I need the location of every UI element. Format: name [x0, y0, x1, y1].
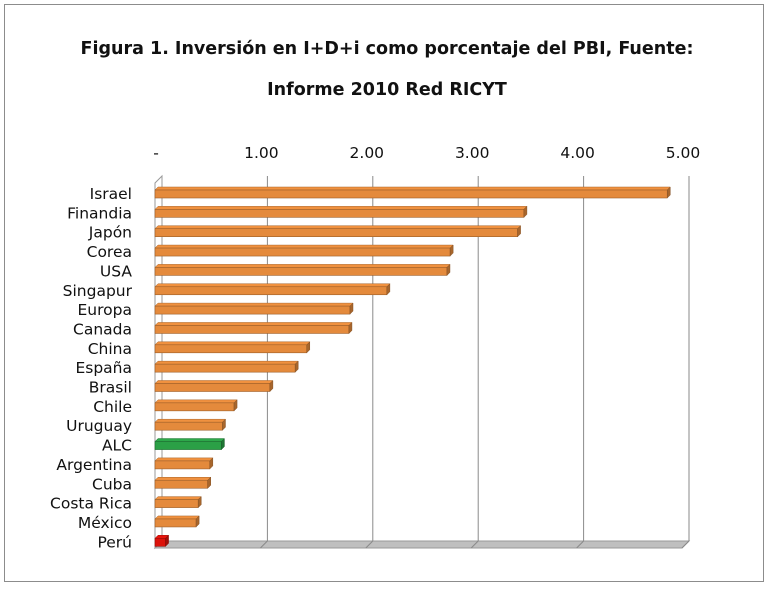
category-label: México — [78, 514, 132, 532]
bar — [154, 225, 522, 238]
category-label: Cuba — [92, 475, 132, 493]
category-label: ALC — [102, 437, 132, 455]
chart-title: Figura 1. Inversión en I+D+i como porcen… — [80, 39, 694, 59]
gridline-floor — [470, 540, 479, 549]
x-tick-label: 4.00 — [560, 144, 595, 162]
bars — [154, 186, 671, 547]
bar — [154, 205, 528, 218]
category-label: Singapur — [63, 282, 133, 300]
gridline-floor — [576, 540, 584, 549]
bar — [154, 418, 227, 431]
category-label: Argentina — [56, 456, 132, 474]
x-tick-label: 5.00 — [666, 144, 701, 162]
category-label: USA — [100, 262, 132, 280]
bar — [154, 186, 671, 199]
bar — [154, 437, 226, 451]
category-label: Japón — [88, 224, 132, 242]
category-label: Uruguay — [66, 417, 132, 435]
category-label: Corea — [87, 243, 132, 261]
gridline-floor — [260, 540, 268, 549]
bar — [154, 495, 202, 509]
category-label: Brasil — [89, 379, 132, 397]
category-label: Europa — [78, 301, 132, 319]
category-label: España — [75, 359, 132, 377]
x-tick-label: 1.00 — [244, 144, 279, 162]
x-tick-labels: - 1.00 2.00 3.00 4.00 5.00 — [153, 144, 700, 162]
category-label: Finandia — [67, 204, 132, 222]
gridline-floor — [365, 540, 374, 549]
bar — [154, 321, 353, 335]
bar — [154, 534, 170, 547]
bar — [154, 341, 311, 354]
category-label: Chile — [93, 398, 132, 416]
bar — [154, 263, 451, 277]
x-tick-label: 2.00 — [350, 144, 385, 162]
bar — [154, 515, 200, 528]
category-label: Israel — [90, 185, 132, 203]
bar — [154, 379, 274, 393]
category-label: Perú — [97, 533, 132, 551]
category-label: Canada — [73, 320, 132, 338]
gridline-floor — [681, 540, 690, 549]
floor — [153, 540, 691, 549]
x-tick-label: - — [153, 144, 159, 162]
bar — [154, 283, 391, 296]
x-tick-label: 3.00 — [455, 144, 490, 162]
bar — [154, 360, 299, 373]
bar — [154, 399, 238, 412]
bar — [154, 302, 354, 315]
category-label: Costa Rica — [50, 495, 132, 513]
chart-subtitle: Informe 2010 Red RICYT — [267, 80, 507, 100]
bar — [154, 244, 454, 257]
bar — [154, 476, 212, 489]
category-label: China — [88, 340, 132, 358]
bar — [154, 457, 214, 470]
